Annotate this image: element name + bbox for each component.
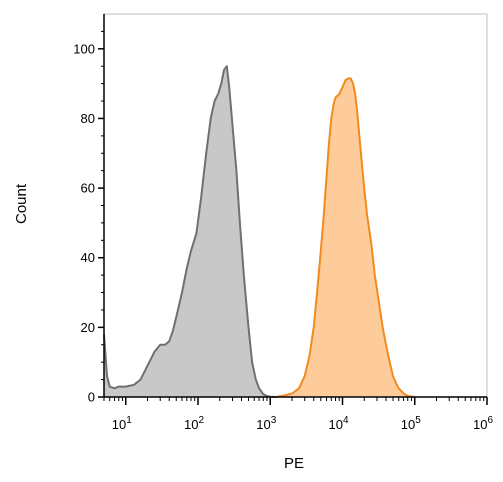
x-axis: 101 102 103 104 105 106 — [103, 396, 493, 432]
series-layer — [103, 65, 415, 398]
y-tick-label-100: 100 — [73, 41, 95, 56]
x-tick-label-6: 106 — [473, 415, 493, 432]
y-tick-label-80: 80 — [81, 111, 95, 126]
x-axis-title: PE — [284, 455, 304, 472]
series-0-line — [103, 65, 277, 398]
x-tick-label-4: 104 — [328, 415, 348, 432]
y-tick-label-40: 40 — [81, 250, 95, 265]
series-0-area — [104, 66, 276, 397]
plot-frame — [103, 13, 488, 398]
x-tick-label-1: 101 — [112, 415, 132, 432]
x-tick-label-2: 102 — [184, 415, 204, 432]
y-axis-title: Count — [13, 183, 30, 224]
y-tick-label-60: 60 — [81, 181, 95, 196]
series-1-line — [275, 77, 415, 398]
y-tick-label-20: 20 — [81, 320, 95, 335]
series-1-area — [276, 78, 415, 398]
x-tick-label-3: 103 — [256, 415, 276, 432]
y-axis: 0 20 40 60 80 100 — [73, 14, 105, 405]
plot-border — [103, 13, 488, 398]
x-tick-label-5: 105 — [401, 415, 421, 432]
y-tick-label-0: 0 — [88, 390, 95, 405]
